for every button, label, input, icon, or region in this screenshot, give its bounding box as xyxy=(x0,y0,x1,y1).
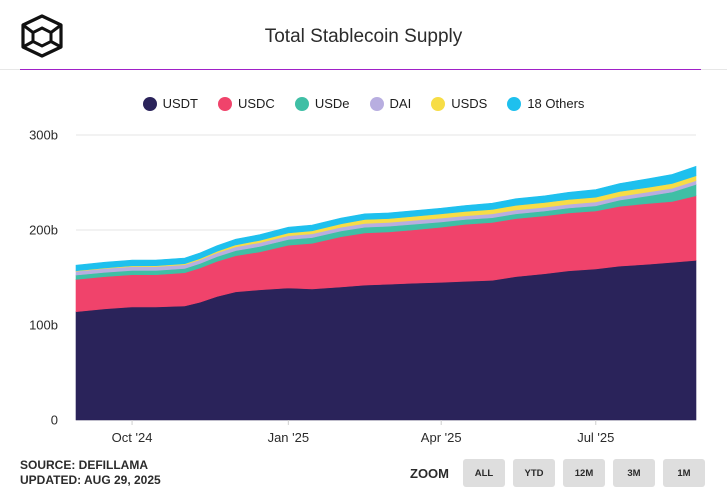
legend-item-dai[interactable]: DAI xyxy=(369,96,412,111)
x-tick-label: Jan '25 xyxy=(268,430,310,445)
x-tick-label: Apr '25 xyxy=(421,430,462,445)
legend-swatch xyxy=(431,96,446,111)
source-text: SOURCE: DEFILLAMA xyxy=(20,458,148,472)
zoom-12m-button[interactable]: 12M xyxy=(563,459,605,487)
legend-label: USDT xyxy=(162,96,198,111)
legend-swatch xyxy=(507,96,522,111)
area-18-others xyxy=(75,165,697,272)
legend-item-usde[interactable]: USDe xyxy=(294,96,350,111)
legend-label: USDC xyxy=(237,96,275,111)
stacked-area-chart: 0 100b 200b 300b Oct '24 Jan '25 Apr '25 Jul '2… xyxy=(29,128,697,445)
zoom-1m-button[interactable]: 1M xyxy=(663,459,705,487)
logo-icon xyxy=(21,14,63,58)
x-tick-label: Oct '24 xyxy=(112,430,153,445)
source-footer: SOURCE: DEFILLAMA UPDATED: AUG 29, 2025 xyxy=(20,458,161,488)
legend-swatch xyxy=(369,96,384,111)
y-tick-label: 300b xyxy=(29,128,58,143)
zoom-label: ZOOM xyxy=(410,465,449,481)
legend-item-usds[interactable]: USDS xyxy=(431,96,487,111)
chart-legend: USDT USDC USDe DAI USDS 18 Others xyxy=(0,96,727,111)
legend-label: USDe xyxy=(314,96,350,111)
x-tick-label: Jul '25 xyxy=(577,430,614,445)
legend-item-18-others[interactable]: 18 Others xyxy=(507,96,584,111)
zoom-controls: ZOOM ALL YTD 12M 3M 1M xyxy=(410,459,705,487)
y-tick-label: 200b xyxy=(29,223,58,238)
legend-label: 18 Others xyxy=(527,96,585,111)
legend-label: USDS xyxy=(451,96,488,111)
legend-item-usdc[interactable]: USDC xyxy=(217,96,275,111)
legend-swatch xyxy=(142,96,157,111)
y-tick-label: 0 xyxy=(51,413,58,428)
page-title: Total Stablecoin Supply xyxy=(264,26,463,47)
legend-swatch xyxy=(217,96,232,111)
updated-text: UPDATED: AUG 29, 2025 xyxy=(20,473,161,487)
legend-label: DAI xyxy=(389,96,412,111)
zoom-3m-button[interactable]: 3M xyxy=(613,459,655,487)
zoom-ytd-button[interactable]: YTD xyxy=(513,459,555,487)
title-divider xyxy=(20,69,701,70)
y-tick-label: 100b xyxy=(29,318,58,333)
zoom-all-button[interactable]: ALL xyxy=(463,459,505,487)
legend-swatch xyxy=(294,96,309,111)
legend-item-usdt[interactable]: USDT xyxy=(142,96,198,111)
